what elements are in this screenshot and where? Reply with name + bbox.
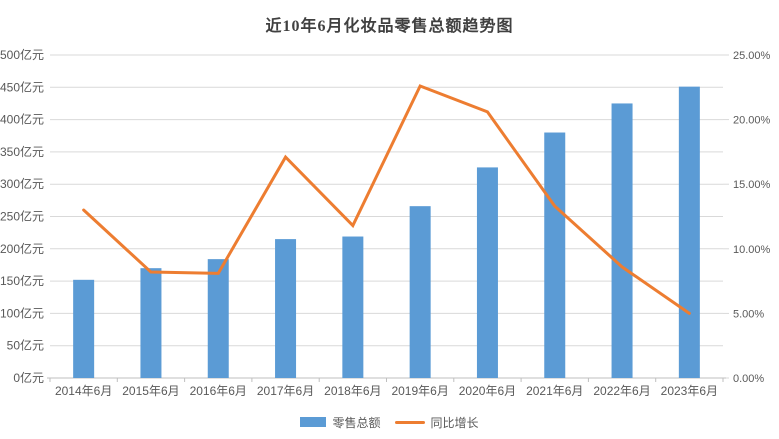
chart-title: 近10年6月化妆品零售总额趋势图	[265, 18, 514, 35]
x-axis-category-label: 2016年6月	[190, 384, 247, 398]
legend-label-retail-total: 零售总额	[332, 415, 381, 430]
left-axis-tick-label: 0亿元	[13, 370, 44, 385]
x-axis-category-label: 2019年6月	[391, 384, 448, 398]
bar-2019年6月	[409, 206, 431, 378]
chart-legend: 零售总额 同比增长	[0, 409, 779, 435]
left-axis-tick-label: 300亿元	[0, 176, 44, 191]
x-axis-category-label: 2022年6月	[593, 384, 650, 398]
bar-2022年6月	[611, 103, 633, 378]
left-axis-tick-label: 250亿元	[0, 209, 44, 224]
bar-2014年6月	[73, 279, 95, 378]
right-axis-tick-label: 20.00%	[733, 115, 771, 127]
x-axis-category-label: 2014年6月	[55, 384, 112, 398]
left-axis-tick-label: 450亿元	[0, 79, 44, 94]
bar-2016年6月	[207, 259, 229, 378]
x-axis-category-label: 2015年6月	[122, 384, 179, 398]
bar-2017年6月	[275, 239, 297, 378]
x-axis-category-label: 2020年6月	[459, 384, 516, 398]
left-axis-tick-label: 50亿元	[7, 338, 44, 353]
bar-2021年6月	[544, 132, 566, 378]
left-axis-tick-label: 400亿元	[0, 112, 44, 127]
left-axis-tick-label: 500亿元	[0, 47, 44, 62]
line-series-swatch-icon	[394, 420, 425, 424]
right-axis-tick-label: 25.00%	[733, 50, 771, 62]
right-axis-tick-label: 10.00%	[733, 244, 771, 256]
left-axis-tick-label: 200亿元	[0, 241, 44, 256]
left-axis-tick-label: 350亿元	[0, 144, 44, 159]
chart-plot-area: 0亿元 50亿元 100亿元 150亿元 200亿元 250亿元 300亿元 350亿元 400…	[0, 47, 771, 398]
left-axis-tick-label: 100亿元	[0, 305, 44, 320]
bar-2015年6月	[140, 268, 162, 378]
x-axis-category-label: 2018年6月	[324, 384, 381, 398]
bar-2018年6月	[342, 236, 364, 378]
x-axis-category-label: 2021年6月	[526, 384, 583, 398]
legend-item-yoy-growth: 同比增长	[394, 414, 479, 431]
right-axis-tick-label: 0.00%	[733, 373, 764, 385]
bar-series-swatch-icon	[300, 417, 327, 427]
legend-item-retail-total: 零售总额	[300, 414, 381, 431]
right-axis-tick-label: 15.00%	[733, 179, 771, 191]
x-axis-category-label: 2023年6月	[661, 384, 718, 398]
right-axis-tick-label: 5.00%	[733, 308, 764, 320]
bar-2020年6月	[476, 167, 498, 378]
left-axis-tick-label: 150亿元	[0, 273, 44, 288]
bar-2023年6月	[678, 86, 700, 379]
legend-label-yoy-growth: 同比增长	[430, 415, 479, 430]
yoy-growth-line	[82, 84, 691, 315]
x-axis-category-label: 2017年6月	[257, 384, 314, 398]
